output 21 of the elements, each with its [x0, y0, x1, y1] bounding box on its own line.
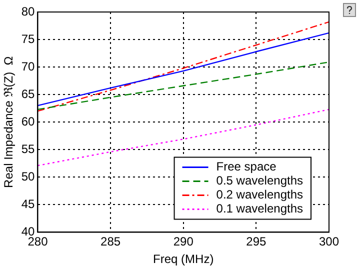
x-tick-label: 290 [173, 234, 194, 249]
y-tick-label: 80 [21, 4, 36, 18]
legend-label: 0.2 wavelengths [216, 188, 304, 202]
legend-label: Free space [216, 160, 277, 174]
legend-label: 0.1 wavelengths [216, 202, 304, 216]
x-axis-title: Freq (MHz) [153, 252, 214, 266]
y-tick-label: 45 [21, 196, 36, 211]
y-tick-label: 70 [21, 59, 36, 74]
line-series [38, 21, 329, 112]
x-tick-label: 280 [28, 234, 48, 249]
y-tick-label: 75 [21, 32, 36, 46]
y-tick-label: 50 [21, 169, 36, 184]
x-tick-label: 285 [100, 234, 121, 249]
legend-label: 0.5 wavelengths [216, 174, 304, 188]
line-series [38, 61, 329, 110]
y-axis-title: Real Impedance ℜ(Z) Ω [2, 56, 16, 188]
y-tick-label: 55 [21, 142, 36, 156]
y-tick-label: 60 [21, 114, 36, 128]
x-tick-label: 295 [246, 234, 267, 249]
x-tick-label: 300 [318, 234, 340, 249]
y-tick-label: 65 [21, 86, 36, 101]
